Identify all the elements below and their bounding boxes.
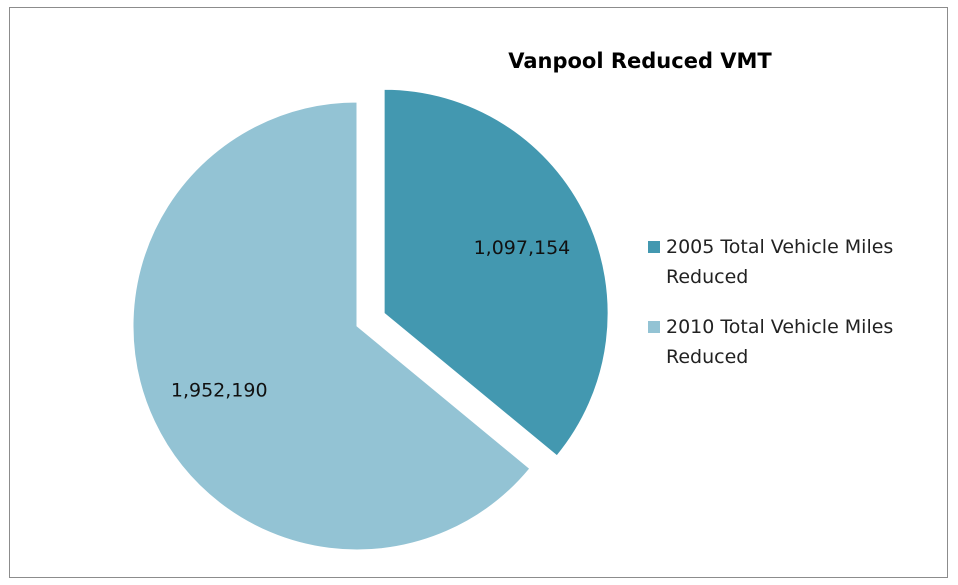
data-label: 1,097,154	[474, 237, 571, 259]
legend-label: 2010 Total Vehicle Miles Reduced	[666, 316, 894, 368]
chart-title: Vanpool Reduced VMT	[508, 49, 772, 73]
legend: 2005 Total Vehicle Miles Reduced 2010 Tot…	[648, 232, 938, 392]
legend-item: 2005 Total Vehicle Miles Reduced	[648, 232, 938, 292]
pie-slice	[383, 88, 609, 457]
data-label: 1,952,190	[171, 379, 268, 401]
legend-label: 2005 Total Vehicle Miles Reduced	[666, 236, 894, 288]
legend-swatch	[648, 241, 660, 253]
legend-swatch	[648, 321, 660, 333]
pie-slice	[132, 101, 531, 551]
legend-item: 2010 Total Vehicle Miles Reduced	[648, 312, 938, 372]
